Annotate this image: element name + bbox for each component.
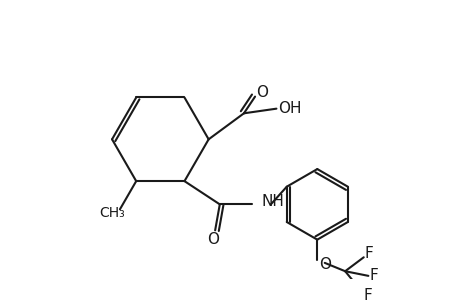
Text: F: F — [362, 288, 371, 300]
Text: F: F — [364, 246, 373, 261]
Text: O: O — [207, 232, 219, 247]
Text: F: F — [369, 268, 377, 284]
Text: CH₃: CH₃ — [100, 206, 125, 220]
Text: NH: NH — [261, 194, 284, 209]
Text: OH: OH — [277, 101, 301, 116]
Text: O: O — [318, 257, 330, 272]
Text: O: O — [256, 85, 268, 100]
